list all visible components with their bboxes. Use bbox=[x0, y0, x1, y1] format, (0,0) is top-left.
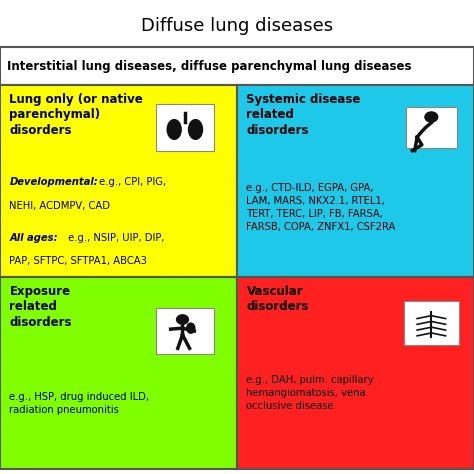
FancyBboxPatch shape bbox=[404, 301, 459, 346]
Circle shape bbox=[176, 314, 189, 325]
Text: e.g., HSP, drug induced ILD,
radiation pneumonitis: e.g., HSP, drug induced ILD, radiation p… bbox=[9, 392, 149, 415]
Text: Developmental:: Developmental: bbox=[9, 177, 98, 187]
FancyBboxPatch shape bbox=[406, 107, 457, 148]
Text: PAP, SFTPC, SFTPA1, ABCA3: PAP, SFTPC, SFTPA1, ABCA3 bbox=[9, 256, 147, 266]
Text: e.g., DAH, pulm. capillary
hemangiomatosis, vena
occlusive disease: e.g., DAH, pulm. capillary hemangiomatos… bbox=[246, 375, 374, 411]
FancyBboxPatch shape bbox=[156, 308, 214, 355]
Ellipse shape bbox=[186, 322, 196, 334]
Text: e.g., CTD-ILD, EGPA, GPA,
LAM, MARS, NKX2.1, RTEL1,
TERT, TERC, LIP, FB, FARSA,
: e.g., CTD-ILD, EGPA, GPA, LAM, MARS, NKX… bbox=[246, 183, 396, 232]
FancyBboxPatch shape bbox=[156, 104, 214, 151]
Text: Lung only (or native
parenchymal)
disorders: Lung only (or native parenchymal) disord… bbox=[9, 93, 143, 137]
Text: All ages:: All ages: bbox=[9, 233, 58, 243]
Text: Vascular
disorders: Vascular disorders bbox=[246, 285, 309, 313]
Text: e.g., CPI, PIG,: e.g., CPI, PIG, bbox=[96, 177, 166, 187]
Text: Diffuse lung diseases: Diffuse lung diseases bbox=[141, 17, 333, 35]
Text: e.g., NSIP, UIP, DIP,: e.g., NSIP, UIP, DIP, bbox=[65, 233, 164, 243]
Text: NEHI, ACDMPV, CAD: NEHI, ACDMPV, CAD bbox=[9, 201, 110, 210]
Ellipse shape bbox=[188, 119, 203, 140]
Text: Exposure
related
disorders: Exposure related disorders bbox=[9, 285, 72, 329]
Text: Interstitial lung diseases, diffuse parenchymal lung diseases: Interstitial lung diseases, diffuse pare… bbox=[7, 60, 411, 73]
Ellipse shape bbox=[166, 119, 182, 140]
Text: Systemic disease
related
disorders: Systemic disease related disorders bbox=[246, 93, 361, 137]
Circle shape bbox=[424, 111, 438, 123]
